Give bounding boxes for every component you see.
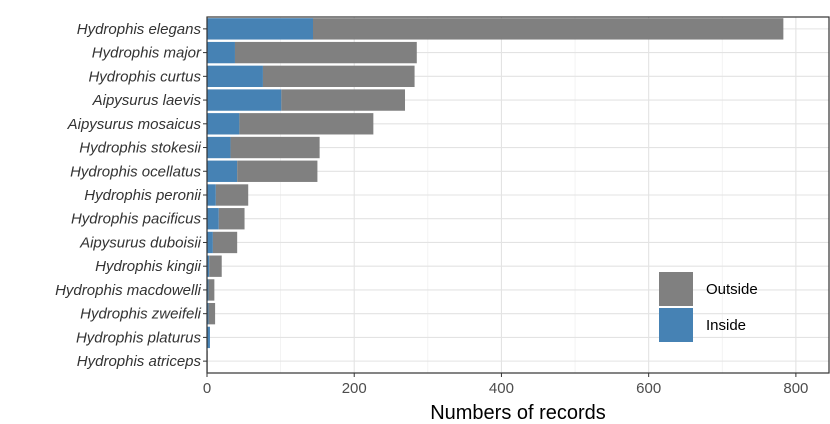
bar-outside xyxy=(208,279,215,301)
legend-swatch-inside xyxy=(659,308,693,342)
bar-inside xyxy=(207,41,235,64)
bar-outside xyxy=(212,231,238,254)
bar-outside xyxy=(218,208,245,230)
bar-inside xyxy=(207,89,282,111)
y-tick-label: Hydrophis pacificus xyxy=(71,211,202,228)
y-tick-label: Hydrophis peronii xyxy=(84,187,201,204)
y-tick-label: Hydrophis kingii xyxy=(95,258,202,275)
legend-label-outside: Outside xyxy=(706,281,758,298)
bar-outside xyxy=(237,160,318,182)
bar-inside xyxy=(207,326,210,349)
y-tick-label: Hydrophis major xyxy=(92,45,202,62)
y-tick-label: Hydrophis stokesii xyxy=(79,140,201,157)
y-tick-label: Aipysurus duboisii xyxy=(79,234,202,251)
x-axis-ticks: 0 200 400 600 800 xyxy=(203,373,808,397)
bar-inside xyxy=(207,302,209,325)
bar-inside xyxy=(207,184,216,206)
bar-outside xyxy=(215,184,249,206)
bar-inside xyxy=(207,136,231,159)
x-tick-label: 800 xyxy=(783,380,808,397)
y-tick-label: Hydrophis elegans xyxy=(77,21,202,38)
bar-outside xyxy=(281,89,406,111)
bar-inside xyxy=(207,65,263,88)
bar-outside xyxy=(208,302,216,325)
x-tick-label: 400 xyxy=(489,380,514,397)
legend: Outside Inside xyxy=(659,272,758,342)
y-tick-label: Hydrophis macdowelli xyxy=(55,282,202,299)
bar-outside xyxy=(262,65,415,88)
x-tick-label: 600 xyxy=(636,380,661,397)
legend-swatch-outside xyxy=(659,272,693,306)
bar-outside xyxy=(209,255,222,277)
bar-inside xyxy=(207,279,209,301)
x-axis-title: Numbers of records xyxy=(430,402,606,424)
y-tick-label: Aipysurus mosaicus xyxy=(67,116,202,133)
bars xyxy=(207,18,784,372)
y-tick-label: Hydrophis curtus xyxy=(88,68,201,85)
y-tick-label: Hydrophis zweifeli xyxy=(80,306,202,323)
y-tick-label: Hydrophis platurus xyxy=(76,329,202,346)
bar-outside xyxy=(239,113,374,135)
bar-outside xyxy=(312,18,784,40)
y-tick-label: Aipysurus laevis xyxy=(92,92,202,109)
bar-inside xyxy=(207,113,240,135)
x-tick-label: 0 xyxy=(203,380,211,397)
bar-inside xyxy=(207,160,238,182)
x-tick-label: 200 xyxy=(342,380,367,397)
legend-label-inside: Inside xyxy=(706,317,746,334)
y-axis-ticks: Hydrophis elegans Hydrophis major Hydrophi… xyxy=(55,21,207,370)
bar-outside xyxy=(234,41,417,64)
bar-inside xyxy=(207,208,219,230)
bar-inside xyxy=(207,231,213,254)
bar-inside xyxy=(207,255,210,277)
bar-inside xyxy=(207,18,313,40)
bar-outside xyxy=(230,136,320,159)
y-tick-label: Hydrophis atriceps xyxy=(77,353,202,370)
y-tick-label: Hydrophis ocellatus xyxy=(70,163,201,180)
